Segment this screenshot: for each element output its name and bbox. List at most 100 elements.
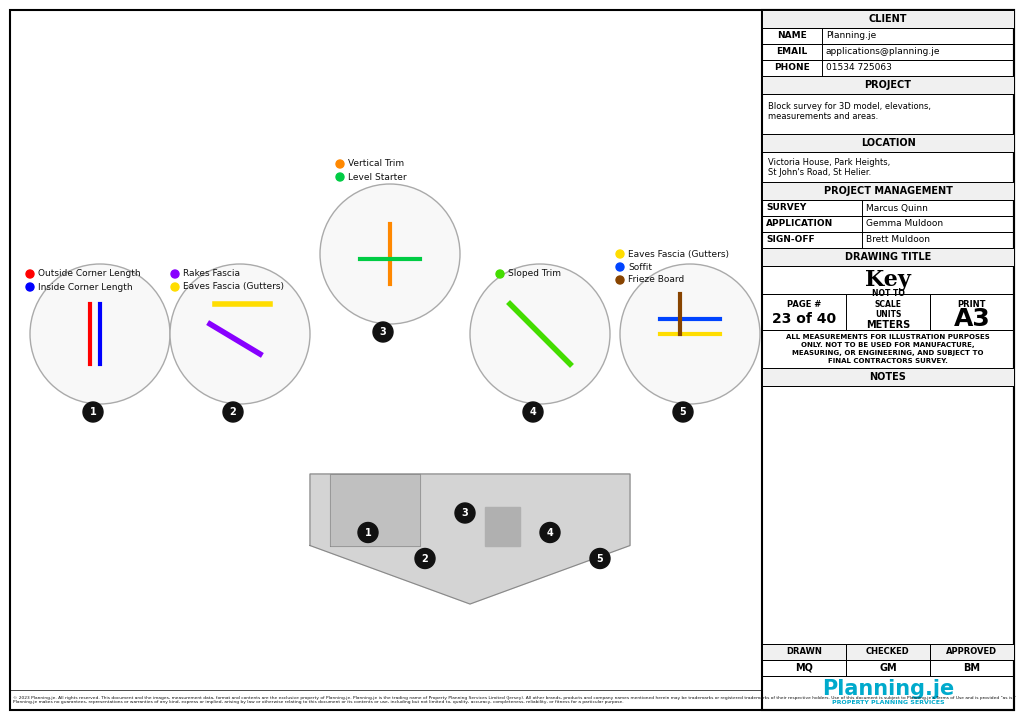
Text: 1: 1 xyxy=(90,407,96,417)
Bar xyxy=(762,60,822,76)
Text: PROJECT MANAGEMENT: PROJECT MANAGEMENT xyxy=(823,186,952,196)
Text: Eaves Fascia (Gutters): Eaves Fascia (Gutters) xyxy=(183,282,284,292)
Text: GM: GM xyxy=(880,663,897,673)
Bar xyxy=(762,134,1014,152)
Circle shape xyxy=(616,276,624,284)
Bar xyxy=(762,44,1014,60)
Bar xyxy=(930,644,1014,660)
Circle shape xyxy=(26,270,34,278)
Text: 4: 4 xyxy=(547,528,553,537)
Text: Block survey for 3D model, elevations,
measurements and areas.: Block survey for 3D model, elevations, m… xyxy=(768,102,931,122)
Bar xyxy=(930,294,1014,330)
Text: APPLICATION: APPLICATION xyxy=(766,219,834,229)
Text: A3: A3 xyxy=(953,307,990,331)
Text: SURVEY: SURVEY xyxy=(766,203,806,213)
Text: CHECKED: CHECKED xyxy=(866,647,910,657)
Text: Soffit: Soffit xyxy=(628,263,652,272)
Bar xyxy=(762,216,1014,232)
Text: EMAIL: EMAIL xyxy=(776,48,808,56)
Bar xyxy=(762,216,862,232)
Text: 3: 3 xyxy=(380,327,386,337)
Polygon shape xyxy=(485,507,520,545)
Bar xyxy=(762,386,1014,644)
Bar xyxy=(762,200,1014,216)
Text: CLIENT: CLIENT xyxy=(868,14,907,24)
Text: Frieze Board: Frieze Board xyxy=(628,276,684,285)
Text: 5: 5 xyxy=(680,407,686,417)
Circle shape xyxy=(26,283,34,291)
Bar xyxy=(10,690,762,710)
Bar xyxy=(762,10,1014,28)
Text: NAME: NAME xyxy=(777,32,807,41)
Circle shape xyxy=(470,264,610,404)
Text: Sloped Trim: Sloped Trim xyxy=(508,269,561,279)
Text: PROJECT: PROJECT xyxy=(864,80,911,90)
Text: © 2023 Planning.je. All rights reserved. This document and the images, measureme: © 2023 Planning.je. All rights reserved.… xyxy=(13,696,1016,704)
Text: 4: 4 xyxy=(529,407,537,417)
Bar xyxy=(762,232,862,248)
Circle shape xyxy=(523,402,543,422)
Text: PHONE: PHONE xyxy=(774,64,810,72)
Bar xyxy=(762,676,1014,710)
Circle shape xyxy=(616,250,624,258)
Text: Level Starter: Level Starter xyxy=(348,172,407,182)
Bar xyxy=(846,644,930,660)
Text: Planning.je: Planning.je xyxy=(826,32,877,41)
Circle shape xyxy=(415,549,435,568)
Text: 3: 3 xyxy=(462,508,468,518)
Circle shape xyxy=(358,523,378,542)
Text: 2: 2 xyxy=(229,407,237,417)
Bar xyxy=(762,28,822,44)
Circle shape xyxy=(336,173,344,181)
Bar xyxy=(762,660,1014,676)
Text: Victoria House, Park Heights,
St John's Road, St Helier.: Victoria House, Park Heights, St John's … xyxy=(768,158,890,177)
Text: MQ: MQ xyxy=(795,663,813,673)
Text: DRAWING TITLE: DRAWING TITLE xyxy=(845,252,931,262)
Circle shape xyxy=(83,402,103,422)
Bar xyxy=(762,294,1014,330)
Circle shape xyxy=(590,549,610,568)
Bar xyxy=(762,152,1014,182)
Bar xyxy=(762,368,1014,386)
Circle shape xyxy=(455,503,475,523)
Text: 2: 2 xyxy=(422,554,428,563)
Polygon shape xyxy=(330,474,420,545)
Text: DRAWN: DRAWN xyxy=(786,647,822,657)
Text: 1: 1 xyxy=(365,528,372,537)
Text: BM: BM xyxy=(964,663,981,673)
Bar xyxy=(846,294,930,330)
Bar xyxy=(762,644,846,660)
Circle shape xyxy=(30,264,170,404)
Circle shape xyxy=(540,523,560,542)
Bar xyxy=(762,10,1014,710)
Circle shape xyxy=(170,264,310,404)
Bar xyxy=(762,660,846,676)
Text: SIGN-OFF: SIGN-OFF xyxy=(766,235,815,245)
Text: PRINT: PRINT xyxy=(957,300,986,308)
Circle shape xyxy=(319,184,460,324)
Text: APPROVED: APPROVED xyxy=(946,647,997,657)
Text: METERS: METERS xyxy=(866,319,910,329)
Text: 01534 725063: 01534 725063 xyxy=(826,64,892,72)
Bar xyxy=(762,44,822,60)
Bar xyxy=(846,660,930,676)
Text: Marcus Quinn: Marcus Quinn xyxy=(866,203,928,213)
Bar xyxy=(762,76,1014,94)
Circle shape xyxy=(496,270,504,278)
Circle shape xyxy=(673,402,693,422)
Text: Planning.je: Planning.je xyxy=(822,679,954,699)
Bar xyxy=(762,182,1014,200)
Bar xyxy=(762,28,1014,44)
Text: PROPERTY PLANNING SERVICES: PROPERTY PLANNING SERVICES xyxy=(831,700,944,705)
Bar xyxy=(930,660,1014,676)
Text: NOT TO
SCALE
UNITS: NOT TO SCALE UNITS xyxy=(871,289,904,319)
Bar xyxy=(762,200,862,216)
Text: ALL MEASUREMENTS FOR ILLUSTRATION PURPOSES
ONLY. NOT TO BE USED FOR MANUFACTURE,: ALL MEASUREMENTS FOR ILLUSTRATION PURPOS… xyxy=(786,334,990,364)
Polygon shape xyxy=(310,474,630,604)
Text: Brett Muldoon: Brett Muldoon xyxy=(866,235,930,245)
Bar xyxy=(762,94,1014,134)
Bar xyxy=(762,330,1014,368)
Circle shape xyxy=(171,283,179,291)
Text: Rakes Fascia: Rakes Fascia xyxy=(183,269,240,279)
Text: 5: 5 xyxy=(597,554,603,563)
